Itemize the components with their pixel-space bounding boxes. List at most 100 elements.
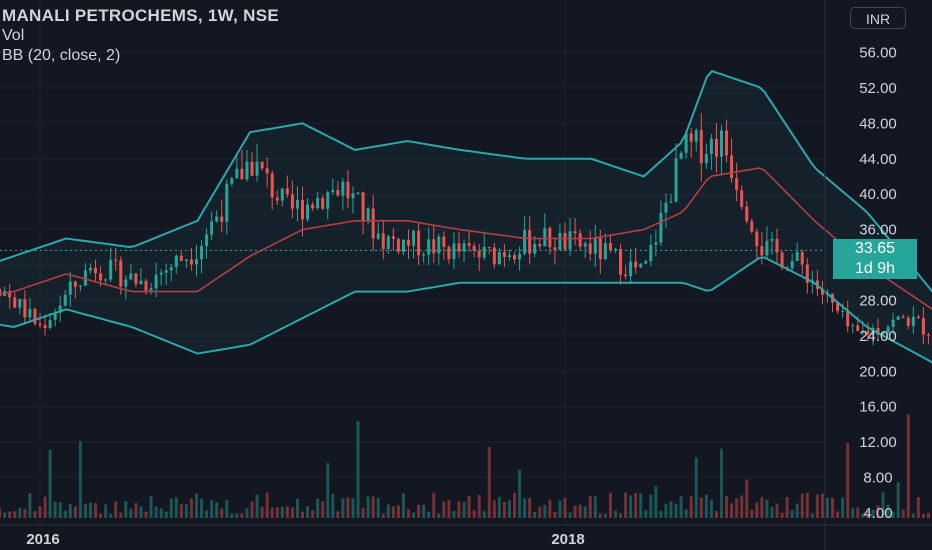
volume-bar [68,504,72,518]
volume-bar [43,496,47,518]
volume-bar [513,492,517,518]
volume-bar [851,508,855,518]
candle-body [164,270,168,273]
candle-body [109,259,113,280]
volume-bar [760,497,764,518]
volume-bar [810,513,814,518]
volume-bar [785,497,789,518]
volume-bar [765,499,769,518]
volume-bar [558,500,562,518]
candle-body [225,183,229,222]
y-tick-label: 12.00 [859,434,897,451]
volume-bar [881,492,885,518]
currency-button[interactable]: INR [850,7,906,29]
volume-bar [750,509,754,518]
candle-body [568,231,572,250]
volume-bar [619,513,623,518]
y-tick-label: 56.00 [859,45,897,62]
candle-body [573,231,577,234]
candle-body [401,239,405,252]
volume-bar [462,502,466,518]
volume-bar [321,501,325,518]
volume-bar [629,495,633,518]
candle-body [507,255,511,258]
candle-body [442,236,446,247]
candle-body [18,298,22,308]
volume-bar [280,507,284,518]
volume-bar [568,512,572,518]
candle-body [543,228,547,247]
volume-bar [740,495,744,518]
candle-body [427,239,431,255]
volume-bar [432,492,436,518]
volume-bar [306,506,310,518]
volume-bar [179,504,183,518]
candle-body [412,230,416,246]
candle-body [634,261,638,268]
volume-bar [790,510,794,518]
last-price-tag: 33.65 [833,239,917,259]
volume-bar [831,497,835,518]
candle-body [926,334,930,336]
candle-body [336,189,340,196]
candle-body [911,316,915,326]
volume-bar [497,497,501,518]
volume-bar [53,501,57,518]
volume-bar [593,496,597,518]
candle-body [851,325,855,327]
candle-body [679,152,683,159]
volume-bar [73,506,77,518]
volume-bar [28,493,32,518]
y-tick-label: 40.00 [859,186,897,203]
volume-bar [58,502,62,518]
candle-body [311,204,315,209]
candle-body [619,248,623,275]
volume-bar [194,493,198,518]
volume-bar [215,502,219,518]
candle-body [215,216,219,222]
volume-bar [149,496,153,518]
volume-bar [805,492,809,518]
volume-bar [906,414,910,518]
volume-bar [795,503,799,518]
candle-body [916,316,920,318]
candle-body [184,259,188,261]
volume-bar [260,506,264,518]
candle-body [144,280,148,291]
volume-bar [563,497,567,518]
candle-body [836,302,840,312]
time-axis[interactable]: 201620182020 [26,531,932,548]
symbol-title[interactable]: MANALI PETROCHEMS, 1W, NSE [2,6,279,25]
volume-bar [689,496,693,518]
volume-bar [649,494,653,518]
candle-body [649,244,653,262]
volume-bar [901,509,905,518]
volume-bar [200,498,204,518]
candle-body [719,130,723,157]
candle-body [770,238,774,241]
candle-body [275,197,279,201]
bb-lower-line [0,256,932,364]
volume-bar [396,505,400,518]
candle-body [820,288,824,295]
volume-bar [3,512,7,518]
volume-bar [401,493,405,518]
candle-body [159,272,163,275]
candle-body [906,317,910,326]
indicator-legend[interactable]: BB (20, close, 2) [2,47,121,64]
candle-body [725,130,729,156]
candle-body [563,232,567,250]
volume-bar [422,504,426,518]
candle-body [876,327,880,335]
volume-bar [719,448,723,518]
y-tick-label: 8.00 [863,470,892,487]
volume-bar [250,501,254,518]
volume-bar [442,501,446,518]
volume-bar [129,508,133,518]
volume-bar [538,506,542,518]
volume-bar [230,513,234,518]
candle-body [361,192,365,222]
volume-legend[interactable]: Vol [2,27,25,44]
volume-bar [316,498,320,518]
